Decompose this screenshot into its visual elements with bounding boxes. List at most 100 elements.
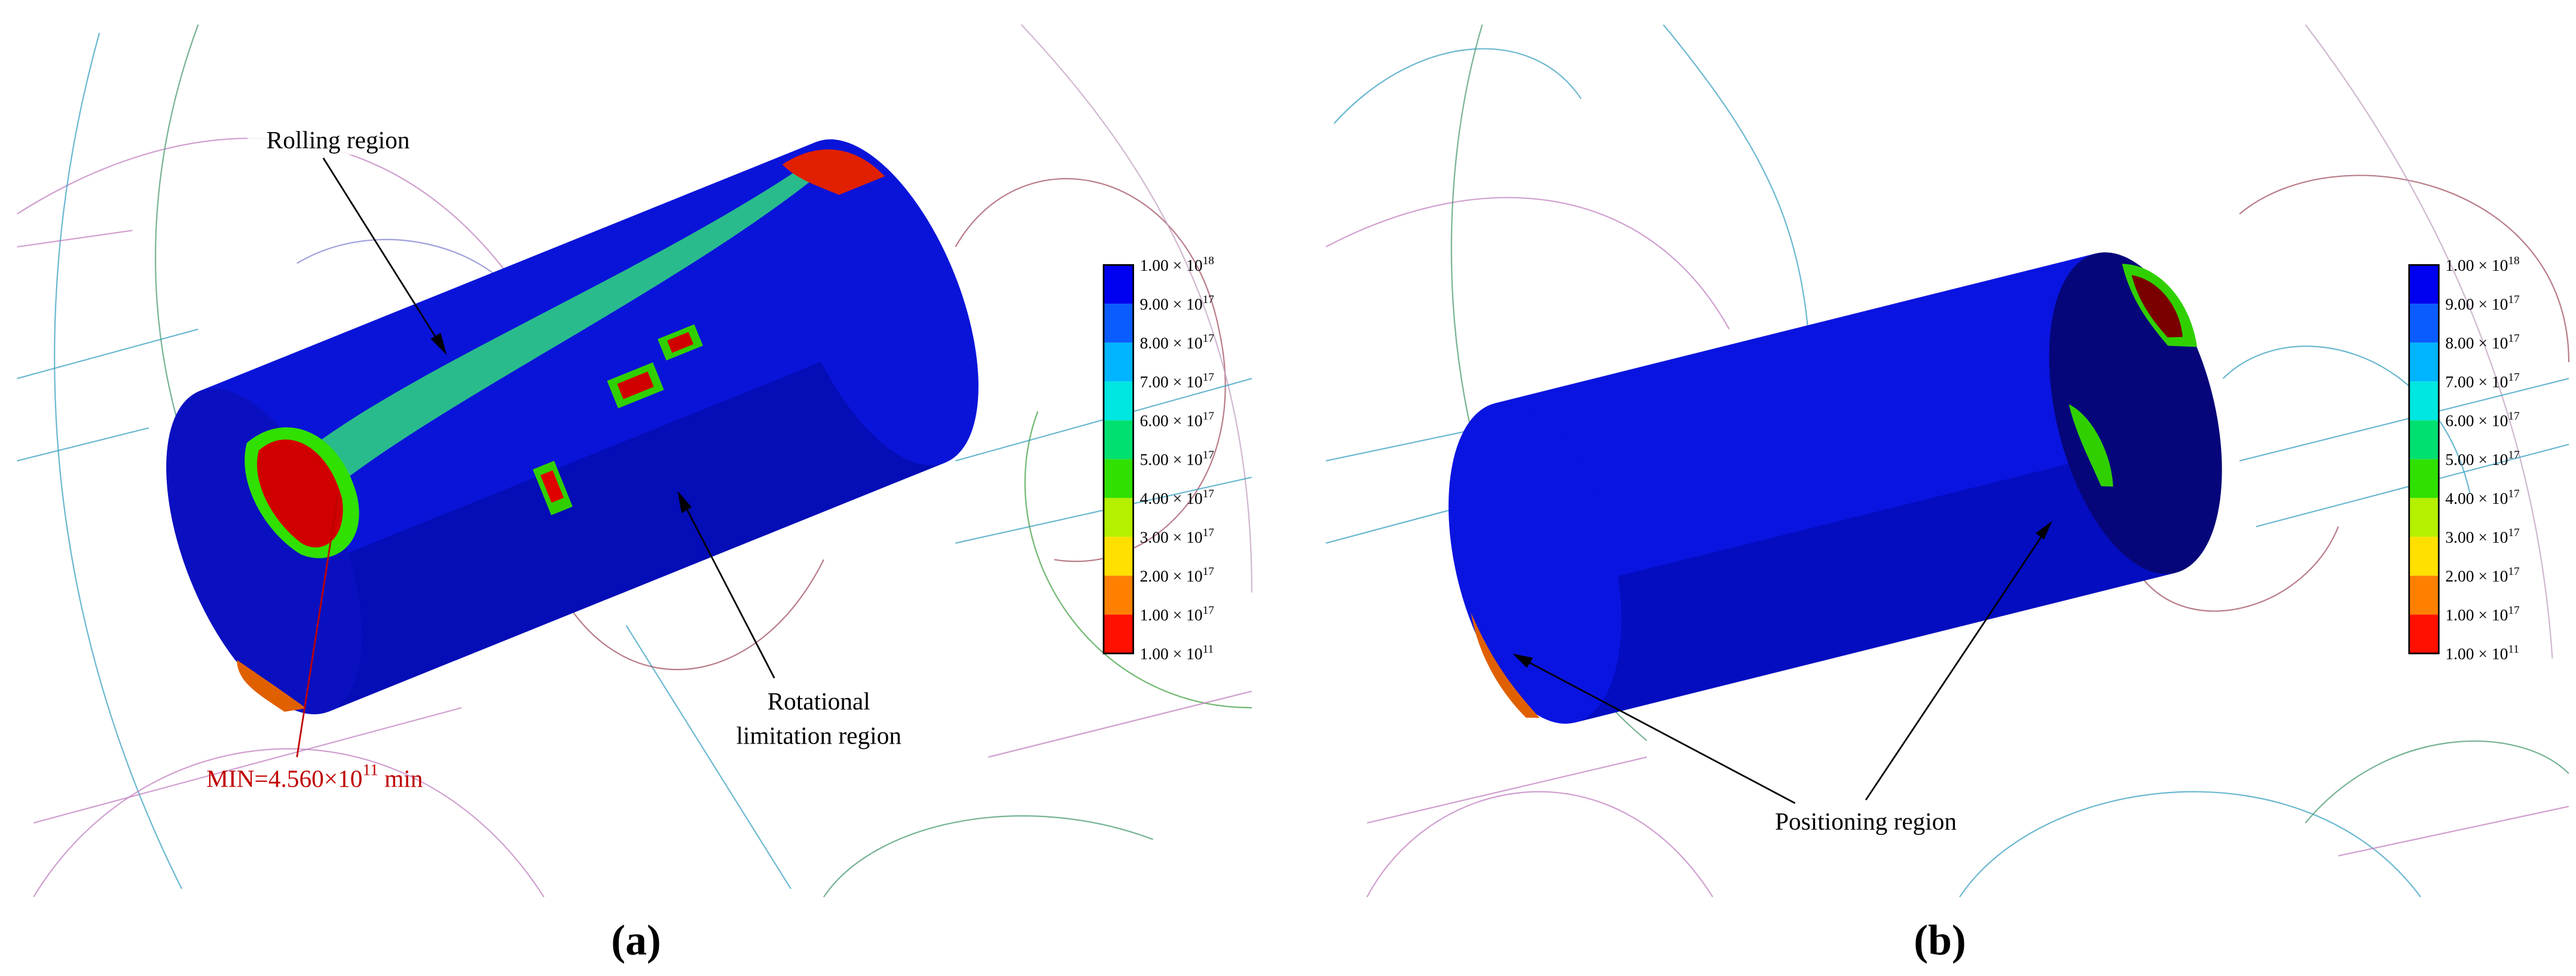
leader-line [296, 493, 339, 757]
annotation: limitation region [736, 722, 902, 749]
legend-label: 9.00 × 1017 [2445, 293, 2520, 313]
legend-base: 8.00 × 10 [1140, 334, 1203, 352]
arrow [322, 157, 446, 353]
legend-base: 6.00 × 10 [1140, 411, 1203, 430]
legend-base: 6.00 × 10 [2445, 411, 2508, 430]
cylinder-shade [1542, 445, 2175, 723]
cylinder-end [1449, 402, 1622, 724]
legend-base: 4.00 × 10 [2445, 489, 2508, 507]
panel-a-wireframe [16, 24, 1253, 898]
cylinder-a [166, 139, 979, 715]
arrowhead [2036, 521, 2052, 540]
legend-label: 8.00 × 1017 [1140, 332, 1215, 352]
panel-b-arrows [1512, 521, 2052, 804]
panel-label: (b) [1914, 917, 1966, 964]
min-exponent: 11 [362, 760, 378, 779]
cylinder-end [783, 139, 979, 466]
legend-exponent: 17 [2508, 449, 2520, 461]
contour-spot [2068, 404, 2113, 487]
panel-b-wireframe [1325, 24, 2570, 898]
arrow [1865, 522, 2051, 801]
legend-base: 1.00 × 10 [1140, 605, 1203, 624]
legend-base: 1.00 × 10 [2445, 256, 2508, 274]
legend-label: 6.00 × 1017 [1140, 410, 1215, 430]
legend-base: 1.00 × 10 [2445, 605, 2508, 624]
legend-swatch [1104, 420, 1133, 460]
arrow [678, 493, 775, 679]
legend-exponent: 17 [2508, 488, 2520, 500]
legend-base: 3.00 × 10 [2445, 528, 2508, 546]
legend-label: 1.00 × 1017 [2445, 604, 2520, 624]
min-annotation: MIN=4.560×1011 min [206, 760, 423, 792]
legend-swatch [1104, 342, 1133, 382]
legend-label: 4.00 × 1017 [2445, 488, 2520, 507]
contour-spot [667, 332, 693, 353]
legend-swatch [1104, 381, 1133, 421]
legend-label: 1.00 × 1011 [2445, 643, 2519, 663]
legend-label: 2.00 × 1017 [1140, 565, 1215, 585]
legend-swatch [2409, 420, 2439, 460]
legend-label: 1.00 × 1017 [1140, 604, 1215, 624]
legend-swatch [1104, 498, 1133, 537]
min-suffix: min [378, 764, 423, 792]
legend-exponent: 11 [2508, 643, 2519, 656]
legend-exponent: 17 [1203, 488, 1215, 500]
legend-base: 5.00 × 10 [2445, 450, 2508, 469]
annotation: Positioning region [1775, 807, 1957, 835]
legend-swatch [1104, 614, 1133, 654]
arrow [1514, 654, 1796, 804]
legend-base: 9.00 × 10 [1140, 295, 1203, 313]
legend-exponent: 17 [1203, 449, 1215, 461]
legend-exponent: 17 [2508, 332, 2520, 345]
panel-a-arrows [296, 157, 775, 757]
contour-spot [2131, 275, 2183, 338]
legend-exponent: 18 [1203, 255, 1214, 267]
legend-exponent: 17 [2508, 410, 2520, 423]
contour-band [297, 163, 828, 487]
legend-label: 3.00 × 1017 [2445, 527, 2520, 546]
legend-base: 7.00 × 10 [1140, 372, 1203, 391]
legend-swatch [2409, 614, 2439, 654]
label-bg [247, 121, 429, 155]
legend-exponent: 17 [2508, 293, 2520, 306]
legend-label: 4.00 × 1017 [1140, 488, 1215, 507]
legend-exponent: 17 [1203, 371, 1215, 384]
cylinder-shade [276, 332, 946, 712]
legend-swatch [2409, 381, 2439, 421]
legend-base: 5.00 × 10 [1140, 450, 1203, 469]
legend-exponent: 17 [2508, 565, 2520, 578]
contour-spot [256, 439, 343, 547]
legend-base: 4.00 × 10 [1140, 489, 1203, 507]
legend-exponent: 17 [1203, 604, 1215, 617]
legend-base: 2.00 × 10 [2445, 567, 2508, 585]
legend-exponent: 17 [2508, 527, 2520, 539]
cylinder-b [1449, 252, 2222, 724]
cylinder-end [166, 388, 362, 715]
arrowhead [677, 491, 692, 513]
legend-base: 7.00 × 10 [2445, 372, 2508, 391]
legend-label: 6.00 × 1017 [2445, 410, 2520, 430]
legend-base: 1.00 × 10 [2445, 644, 2508, 663]
legend-label: 5.00 × 1017 [2445, 449, 2520, 469]
contour-spot [540, 470, 564, 503]
legend-label: 9.00 × 1017 [1140, 293, 1215, 313]
legend-swatch [1104, 537, 1133, 576]
arrowhead [1512, 653, 1533, 668]
legend-exponent: 11 [1203, 643, 1214, 656]
legend-label: 1.00 × 1018 [2445, 255, 2519, 274]
legend-exponent: 17 [2508, 604, 2520, 617]
annotation: Rotational [768, 687, 870, 715]
legend-label: 7.00 × 1017 [1140, 371, 1215, 391]
legend-swatch [1104, 304, 1133, 343]
annotation: Rolling region [267, 126, 410, 154]
legend-swatch [2409, 498, 2439, 537]
legend-base: 9.00 × 10 [2445, 295, 2508, 313]
legend-base: 3.00 × 10 [1140, 528, 1203, 546]
legend-label: 2.00 × 1017 [2445, 565, 2520, 585]
legend-label: 5.00 × 1017 [1140, 449, 1215, 469]
legend-exponent: 17 [1203, 332, 1215, 345]
legend-base: 1.00 × 10 [1140, 644, 1203, 663]
legend-swatch [2409, 576, 2439, 615]
